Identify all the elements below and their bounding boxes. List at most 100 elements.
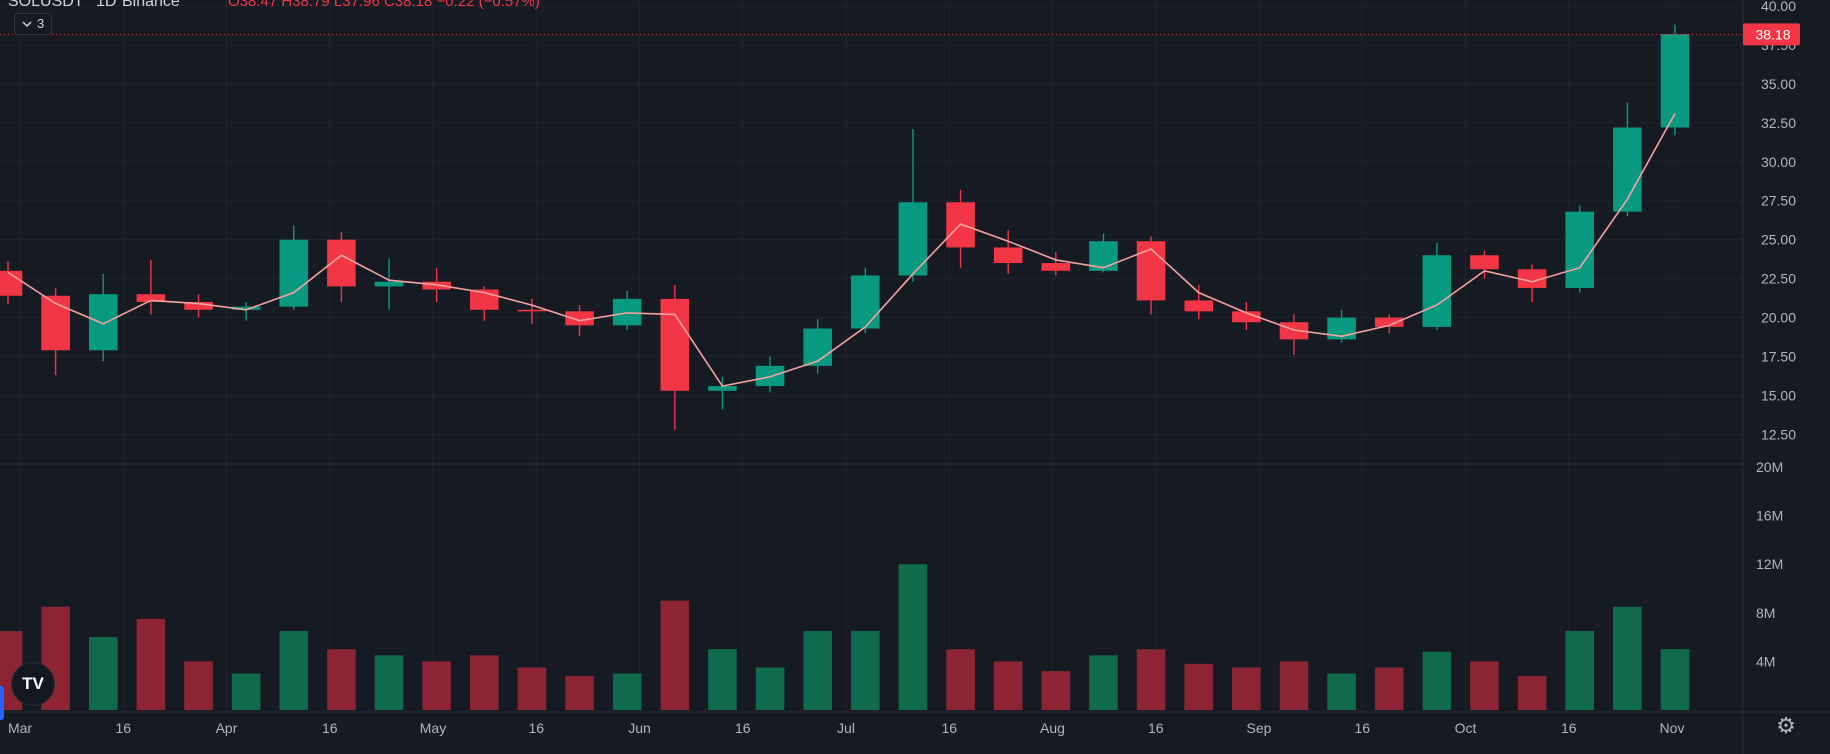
candle-body <box>1136 241 1166 301</box>
candle <box>1327 309 1356 343</box>
volume-bar <box>231 673 261 710</box>
gear-icon[interactable]: ⚙ <box>1776 713 1796 738</box>
volume-tick-label: 20M <box>1756 459 1783 475</box>
volume-bar <box>851 631 880 710</box>
volume-bar <box>88 637 118 710</box>
candle-body <box>1422 255 1452 327</box>
time-tick-label: 16 <box>1354 720 1370 736</box>
candle <box>1279 314 1309 355</box>
volume-tick-label: 4M <box>1756 653 1775 669</box>
price-tick-label: 40.00 <box>1761 0 1796 14</box>
candle-body <box>41 295 70 351</box>
volume-bar <box>755 667 785 710</box>
volume-bar <box>469 655 499 710</box>
candle-series <box>0 24 1690 430</box>
candle <box>851 267 880 334</box>
time-tick-label: Aug <box>1040 720 1065 736</box>
candle <box>327 231 356 302</box>
volume-bar <box>136 618 166 710</box>
candle <box>898 129 928 282</box>
legend-ohlc-values: O38.47 H38.79 L37.96 C38.18 −0.22 (−0.57… <box>228 0 540 10</box>
volume-bar <box>1374 667 1404 710</box>
candle-body <box>1041 263 1071 271</box>
volume-axis[interactable]: 20M 16M 12M 8M 4M <box>1756 459 1783 669</box>
volume-bar <box>612 673 642 710</box>
volume-bar <box>1660 649 1690 710</box>
time-tick-label: 16 <box>322 720 338 736</box>
volume-bar <box>946 649 975 710</box>
time-tick-label: Jul <box>837 720 855 736</box>
legend-exchange: Binance <box>122 0 180 10</box>
tradingview-logo[interactable]: TV <box>11 662 55 706</box>
volume-tick-label: 12M <box>1756 556 1783 572</box>
candle-body <box>851 275 880 329</box>
price-tick-label: 35.00 <box>1761 76 1796 92</box>
time-tick-label: 16 <box>941 720 957 736</box>
volume-bar <box>422 661 451 710</box>
candle-body <box>231 306 261 310</box>
volume-bar <box>660 600 690 710</box>
last-price-badge: 38.18 <box>1743 23 1800 46</box>
time-tick-label: 16 <box>528 720 544 736</box>
volume-bar <box>898 564 928 710</box>
time-tick-label: Jun <box>628 720 651 736</box>
volume-series <box>0 564 1690 710</box>
volume-bar <box>993 661 1023 710</box>
candle-body <box>1660 34 1690 128</box>
candle-body <box>1565 211 1595 288</box>
candle <box>279 225 309 310</box>
chevron-down-icon <box>22 13 32 35</box>
candle <box>88 273 118 362</box>
candle <box>1232 301 1261 331</box>
volume-bar <box>184 661 213 710</box>
candle <box>41 287 70 376</box>
price-tick-label: 17.50 <box>1761 349 1796 365</box>
chart-legend: SOLUSDT 1D Binance O38.47 H38.79 L37.96 … <box>8 0 540 10</box>
time-tick-label: 16 <box>735 720 751 736</box>
time-tick-label: 16 <box>115 720 131 736</box>
price-tick-label: 12.50 <box>1761 426 1796 442</box>
candle-body <box>660 298 690 391</box>
price-tick-label: 32.50 <box>1761 115 1796 131</box>
time-tick-label: Oct <box>1455 720 1477 736</box>
volume-bar <box>517 667 547 710</box>
volume-bar <box>279 631 309 710</box>
candle-body <box>1232 311 1261 323</box>
candle <box>803 319 832 374</box>
candle <box>1374 314 1404 334</box>
candle <box>517 298 547 324</box>
candle <box>660 284 690 430</box>
candle <box>1660 24 1690 136</box>
price-tick-label: 15.00 <box>1761 387 1796 403</box>
volume-bar <box>565 675 594 710</box>
volume-bar <box>1089 655 1118 710</box>
candle-body <box>136 294 166 302</box>
time-tick-label: May <box>420 720 446 736</box>
volume-bar <box>374 655 404 710</box>
candle-body <box>708 386 737 391</box>
candle-body <box>1517 269 1547 288</box>
volume-tick-label: 8M <box>1756 605 1775 621</box>
volume-bar <box>803 631 832 710</box>
candle <box>1041 252 1071 276</box>
candle-body <box>374 281 404 287</box>
side-panel-tab[interactable] <box>0 686 4 720</box>
volume-bar <box>1136 649 1166 710</box>
candle <box>993 230 1023 274</box>
candle <box>1517 264 1547 302</box>
moving-average-line <box>7 113 1676 387</box>
candle-body <box>1374 317 1404 327</box>
candle <box>612 291 642 331</box>
time-tick-label: Nov <box>1660 720 1685 736</box>
candle-body <box>1470 255 1499 270</box>
time-tick-label: Apr <box>216 720 238 736</box>
volume-bar <box>1279 661 1309 710</box>
candle <box>755 356 785 393</box>
price-axis[interactable]: 40.0037.5035.0032.5030.0027.5025.0022.50… <box>1761 0 1796 442</box>
time-axis[interactable]: Mar 16 Apr 16 May 16 Jun 16 Jul 16 Aug 16 Sep 16 Oct 16… <box>8 720 1685 736</box>
volume-bar <box>708 649 737 710</box>
volume-bar <box>1232 667 1261 710</box>
legend-symbol: SOLUSDT <box>8 0 84 10</box>
legend-collapse-button[interactable]: 3 <box>14 13 53 35</box>
